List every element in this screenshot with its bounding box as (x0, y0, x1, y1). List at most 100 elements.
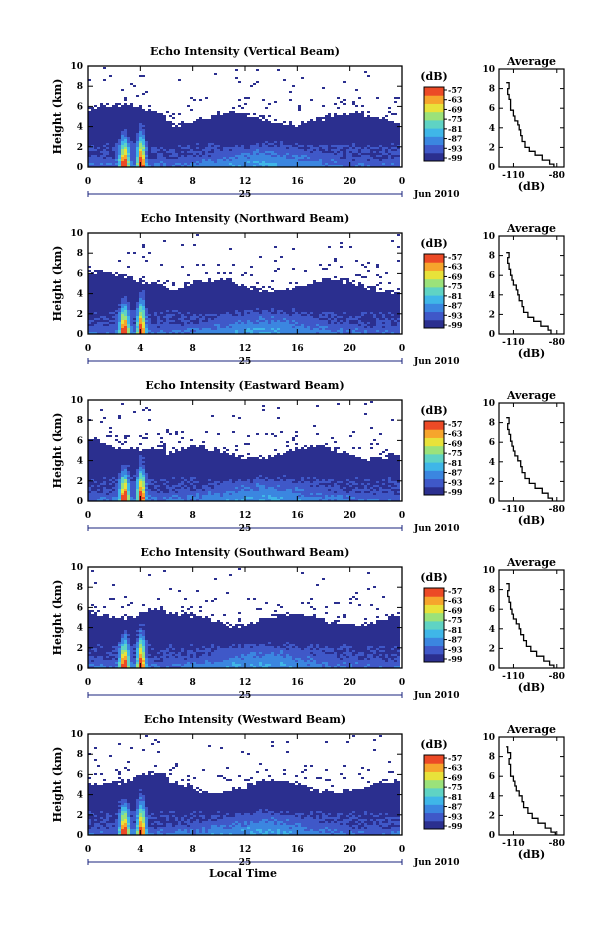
heatmap-cell (319, 161, 322, 163)
heatmap-cell (373, 163, 376, 165)
heatmap-cell (112, 314, 115, 316)
heatmap-cell (130, 310, 133, 312)
heatmap-cell (274, 135, 277, 137)
heatmap-cell (307, 326, 310, 328)
heatmap-cell (97, 109, 100, 111)
heatmap-cell (199, 282, 202, 284)
heatmap-cell (316, 306, 319, 308)
heatmap-cell (148, 149, 151, 151)
heatmap-cell (91, 306, 94, 308)
heatmap-cell (304, 312, 307, 314)
heatmap-cell (91, 147, 94, 149)
heatmap-cell (277, 304, 280, 306)
heatmap-cell (358, 161, 361, 163)
heatmap-cell (238, 292, 241, 294)
heatmap-cell (310, 165, 313, 167)
heatmap-cell (181, 161, 184, 163)
heatmap-cell (127, 135, 130, 137)
heatmap-cell (145, 153, 148, 155)
heatmap-cell (169, 133, 172, 135)
heatmap-cell (310, 161, 313, 163)
heatmap-cell (136, 165, 139, 167)
heatmap-cell (160, 310, 163, 312)
heatmap-cell (307, 296, 310, 298)
heatmap-cell (154, 155, 157, 157)
heatmap-cell (97, 119, 100, 121)
heatmap-cell (241, 310, 244, 312)
heatmap-cell (127, 115, 130, 117)
heatmap-cell (118, 121, 121, 123)
heatmap-cell (130, 163, 133, 165)
heatmap-cell (253, 314, 256, 316)
heatmap-cell (301, 320, 304, 322)
heatmap-cell (349, 155, 352, 157)
heatmap-cell (133, 127, 136, 129)
heatmap-cell (244, 119, 247, 121)
heatmap-cell (316, 288, 319, 290)
heatmap-cell (184, 286, 187, 288)
heatmap-cell (385, 129, 388, 131)
heatmap-cell (154, 292, 157, 294)
heatmap-cell (283, 328, 286, 330)
heatmap-cell (139, 145, 142, 147)
heatmap-cell (292, 133, 295, 135)
heatmap-cell (220, 308, 223, 310)
heatmap-cell (118, 298, 121, 300)
heatmap-cell (145, 135, 148, 137)
heatmap-cell (115, 306, 118, 308)
heatmap-cell (307, 133, 310, 135)
heatmap-cell (295, 133, 298, 135)
heatmap-cell (277, 330, 280, 332)
heatmap-cell (118, 125, 121, 127)
heatmap-cell (310, 300, 313, 302)
heatmap-cell (91, 276, 94, 278)
heatmap-cell (121, 163, 124, 165)
heatmap-cell (184, 163, 187, 165)
heatmap-cell (322, 141, 325, 143)
heatmap-cell (271, 332, 274, 334)
heatmap-cell (283, 292, 286, 294)
heatmap-cell (133, 143, 136, 145)
heatmap-cell (142, 310, 145, 312)
heatmap-cell (163, 145, 166, 147)
heatmap-cell (295, 151, 298, 153)
heatmap-cell (292, 131, 295, 133)
heatmap-cell (313, 282, 316, 284)
heatmap-cell (259, 165, 262, 167)
heatmap-cell (139, 286, 142, 288)
heatmap-cell (232, 113, 235, 115)
heatmap-cell (235, 288, 238, 290)
heatmap-cell (235, 155, 238, 157)
heatmap-cell (394, 97, 397, 99)
heatmap-cell (157, 308, 160, 310)
heatmap-cell (160, 308, 163, 310)
heatmap-cell (193, 332, 196, 334)
heatmap-cell (97, 328, 100, 330)
heatmap-cell (343, 155, 346, 157)
heatmap-cell (238, 141, 241, 143)
heatmap-cell (91, 153, 94, 155)
heatmap-cell (118, 109, 121, 111)
heatmap-cell (121, 135, 124, 137)
heatmap-cell (88, 274, 91, 276)
heatmap-cell (394, 153, 397, 155)
heatmap-cell (100, 137, 103, 139)
heatmap-cell (259, 151, 262, 153)
heatmap-cell (124, 332, 127, 334)
heatmap-cell (316, 139, 319, 141)
heatmap-cell (217, 264, 220, 266)
heatmap-cell (238, 308, 241, 310)
heatmap-cell (121, 125, 124, 127)
heatmap-cell (247, 312, 250, 314)
heatmap-cell (94, 302, 97, 304)
heatmap-cell (187, 151, 190, 153)
heatmap-cell (373, 149, 376, 151)
heatmap-cell (148, 314, 151, 316)
heatmap-cell (286, 292, 289, 294)
heatmap-cell (211, 129, 214, 131)
heatmap-cell (268, 157, 271, 159)
heatmap-cell (247, 157, 250, 159)
heatmap-cell (325, 314, 328, 316)
heatmap-cell (322, 153, 325, 155)
heatmap-cell (115, 129, 118, 131)
